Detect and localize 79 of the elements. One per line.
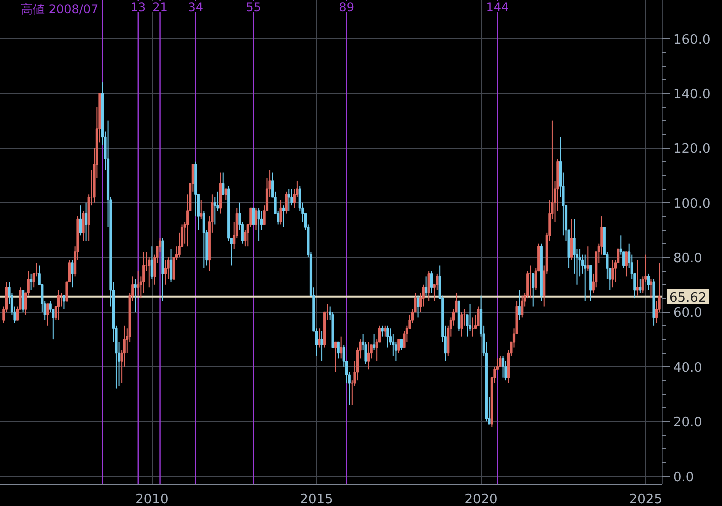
candlestick [202,210,206,269]
candlestick [252,208,256,226]
candlestick [386,325,390,348]
candlestick [79,205,82,236]
candlestick [368,342,370,370]
candlestick [436,273,439,291]
candlestick [428,270,430,302]
candlestick [639,278,642,294]
candlestick [384,325,387,338]
candlestick [258,208,260,242]
x-tick-label: 2015 [300,492,334,506]
candlestick [30,273,33,291]
y-tick-label: 40.0 [674,360,702,376]
ref-line-label: 13 [130,0,146,14]
candlestick [200,200,203,220]
candlestick [521,295,524,318]
ref-line-label: 34 [188,0,204,14]
candlestick [340,336,343,360]
candlestick [280,200,282,226]
candlestick [518,290,521,321]
candlestick [400,339,403,352]
candlestick [584,254,587,302]
candlestick [337,342,340,360]
candlestick [170,248,173,283]
candlestick [222,172,225,196]
y-tick-label: 120.0 [674,142,711,158]
candlestick [71,260,74,288]
y-tick-label: 100.0 [674,196,711,212]
candlestick [150,246,154,280]
ref-line-label: 144 [486,0,510,14]
candlestick [84,202,88,242]
x-tick-label: 2020 [464,492,498,506]
candlestick [373,334,376,352]
y-tick-label: 140.0 [674,87,711,102]
candlestick [62,295,66,310]
candlestick [647,273,650,291]
candlestick [318,328,321,348]
y-tick-label: 20.0 [674,416,702,431]
candlestick [625,252,628,278]
candlestick [570,218,574,261]
candlestick [586,246,590,272]
candlestick [650,278,653,300]
candlestick [134,278,137,313]
candlestick [320,330,324,362]
y-tick-label: 160.0 [674,32,711,48]
candlestick [477,306,480,326]
candlestick [425,276,428,296]
ref-line-label: 89 [339,0,354,14]
candlestick [282,205,286,228]
candlestick [612,260,614,288]
candlestick [381,325,384,338]
candlestick [416,295,420,318]
candlestick [164,260,168,286]
candlestick [502,355,505,378]
y-tick-label: 0.0 [674,470,694,486]
candlestick [499,355,502,368]
ref-line-label: 高値 2008/07 [21,2,99,16]
y-tick-label: 60.0 [674,306,702,322]
candlestick [288,188,290,212]
candlestick [430,270,434,294]
ref-line-label: 65.62 [670,290,707,306]
candlestick [254,208,258,231]
candlestick [46,304,50,326]
ref-line-label: 55 [246,0,262,14]
candlestick [285,191,288,214]
candlestick [224,188,228,201]
candlestick [137,270,140,296]
candlestick [334,342,338,373]
candlestick [398,339,400,354]
candlestick [636,260,639,296]
x-tick-label: 2025 [629,492,662,506]
candlestick [57,290,60,321]
candlestick [22,290,25,313]
candlestick [460,312,464,338]
x-tick-label: 2010 [136,492,169,506]
candlestick [82,210,85,242]
candlestick [532,273,535,308]
ref-line-label: 21 [152,0,168,14]
y-tick-label: 80.0 [674,252,702,267]
